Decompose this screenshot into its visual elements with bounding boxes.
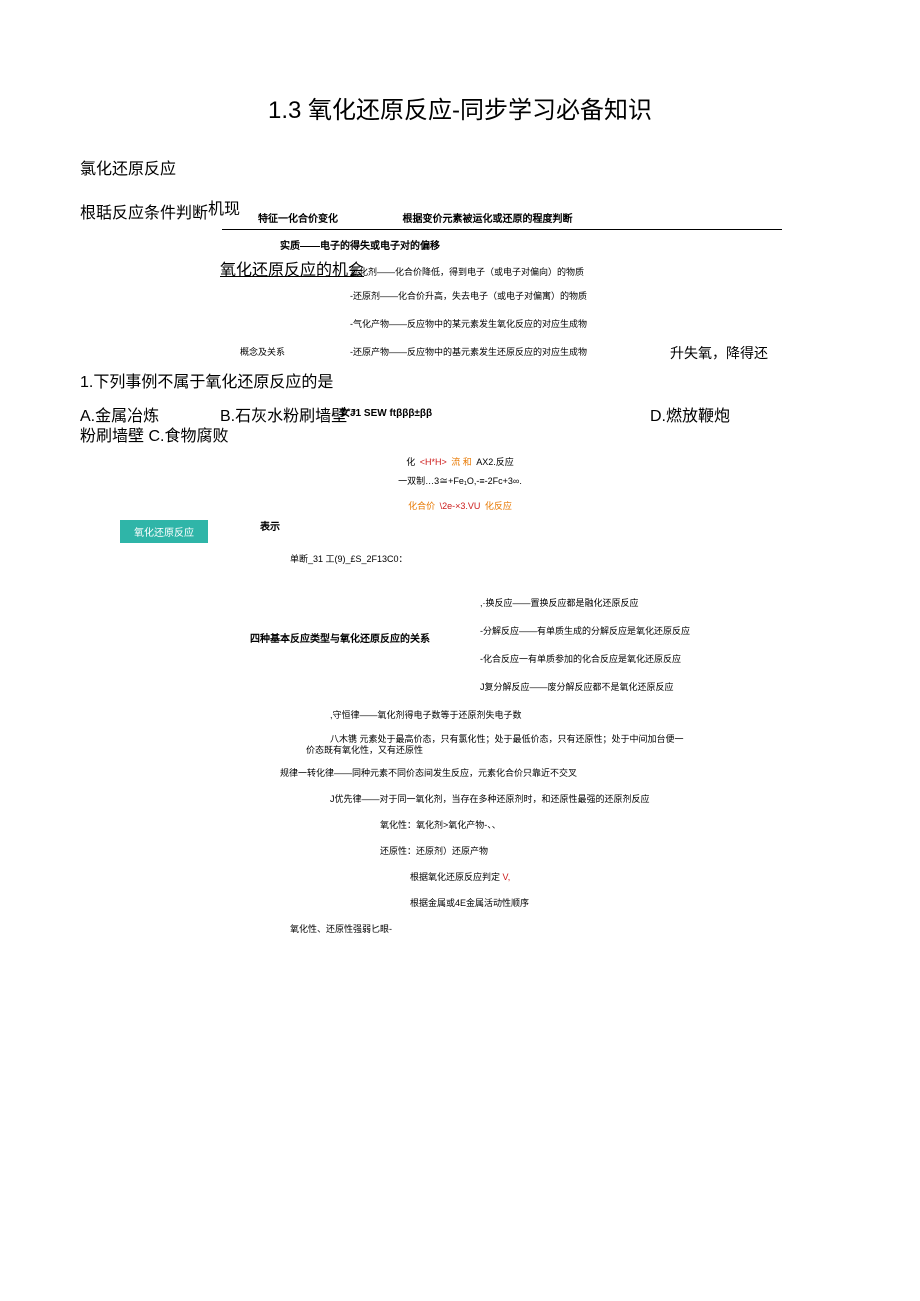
mnemonic-label: 升失氧，降得还 [670, 343, 768, 363]
law3: 规律一转化律——同种元素不同价态间发生反应，元素化合价只靠近不交叉 [280, 766, 577, 779]
chem-eq1a: 化 [406, 457, 415, 467]
chem-eq3c: 化反应 [485, 501, 512, 511]
ox-product-label: -气化产物——反应物中的某元素发生氧化反应的对应生成物 [350, 317, 587, 330]
rel2: -分解反应——有单质生成的分解反应是氧化还原反应 [480, 624, 690, 637]
essence-label: 实质——电子的得失或电子对的偏移 [280, 237, 440, 252]
chem-eq2: 一双制…3≅+Fe₁O,-≡-2Fc+3∞. [80, 474, 840, 490]
rel-title: 四种基本反应类型与氧化还原反应的关系 [250, 630, 430, 645]
rel1: ,·换反应——置换反应都是融化还原反应 [480, 596, 639, 609]
det2: 根据金属或4E金属活动性顺序 [410, 896, 529, 909]
page-title: 1.3 氧化还原反应-同步学习必备知识 [80, 90, 840, 125]
dan-label: 单断_31 工(9)_£S_2F13C0： [290, 552, 408, 565]
chem-eq1d: AX2.反应 [476, 457, 514, 467]
red-product-label: -还原产物——反应物中的基元素发生还原反应的对应生成物 [350, 345, 587, 358]
cmp-title: 氧化性、还原性强弱匕眼- [290, 922, 392, 935]
chem-eq1c: 流 和 [451, 457, 472, 467]
redox-chance-label: 氧化还原反应的机会 [220, 261, 364, 282]
rel4: J复分解反应——废分解反应都不是氧化还原反应 [480, 680, 674, 693]
law2a: 八木镌 元素处于最高价态，只有氯化性；处于最低价态，只有还原性；处于中间加台便一 [330, 734, 684, 744]
concept-label: 概念及关系 [240, 345, 285, 358]
reducer-label: -还原剂——化合价升高，失去电子（或电子对偏寓）的物质 [350, 289, 587, 302]
chem-eq3b: \2e-×3.VU [440, 501, 481, 511]
judge-condition-text: 根聒反应条件判断 [80, 205, 208, 222]
option-b: B.石灰水粉刷墙壁 [220, 408, 347, 425]
section-heading: 氯化还原反应 [80, 155, 840, 179]
redox-badge: 氧化还原反应 [120, 520, 208, 543]
law1: ,守恒律——氧化剂得电子数等于还原剂失电子数 [330, 708, 522, 721]
feature-label: 特征一化合价变化 [258, 214, 338, 225]
feature-label2: 根据变价元素被运化或还原的程度判断 [402, 214, 572, 225]
option-d: D.燃放鞭炮 [650, 402, 730, 426]
question-1: 1.下列事例不属于氧化还原反应的是 [80, 373, 840, 394]
law4: J优先律——对于同一氧化剂，当存在多种还原剂时，和还原性最强的还原剂反应 [330, 792, 650, 805]
mid-symbols: 女J1 SEW ftβββ±ββ [340, 404, 432, 419]
option-b-cont: 粉刷墙壁 C.食物腐败 [80, 422, 228, 446]
biaoshi-label: 表示 [260, 518, 280, 533]
chem-eq1b: <H*H> [420, 457, 447, 467]
rel3: -化合反应一有单质参加的化合反应是氧化还原反应 [480, 652, 681, 665]
oxidizer-label: 氧化剂——化合价降低，得到电子（或电子对偏向）的物质 [350, 265, 584, 278]
cmp1: 氧化性：氧化剂>氧化产物-、、 [380, 818, 501, 831]
law2b: 价态既有氧化性，又有还原性 [306, 745, 423, 755]
det1b: V, [503, 872, 511, 882]
cmp2: 还原性：还原剂）还原产物 [380, 844, 488, 857]
option-c: C.食物腐败 [148, 428, 228, 445]
det1a: 根据氧化还原反应判定 [410, 872, 500, 882]
chem-eq3a: 化合价 [408, 501, 435, 511]
